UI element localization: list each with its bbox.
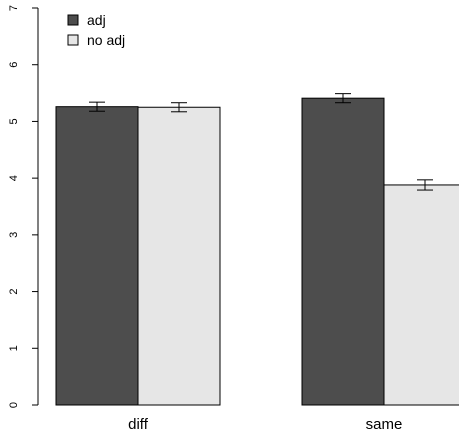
bar-diff-no-adj bbox=[137, 106, 221, 406]
error-bar-diff-no-adj bbox=[171, 102, 187, 113]
x-tick-label-same: same bbox=[366, 416, 403, 433]
legend: adj no adj bbox=[67, 12, 125, 48]
error-bar-same-no-adj bbox=[417, 179, 433, 191]
y-tick-label: 5 bbox=[8, 118, 20, 124]
y-tick-label: 2 bbox=[8, 289, 20, 295]
y-tick-label: 3 bbox=[8, 232, 20, 238]
legend-swatch-adj bbox=[67, 14, 79, 26]
y-tick-label: 1 bbox=[8, 345, 20, 351]
legend-swatch-no-adj bbox=[67, 34, 79, 46]
legend-label-no-adj: no adj bbox=[87, 32, 125, 48]
bar-same-no-adj bbox=[383, 184, 459, 406]
bar-diff-adj bbox=[55, 106, 139, 406]
x-tick-label-diff: diff bbox=[128, 416, 149, 433]
y-tick-label: 4 bbox=[8, 175, 20, 181]
y-axis: 0 1 2 3 4 5 6 7 bbox=[8, 5, 39, 408]
error-bar-same-adj bbox=[335, 93, 351, 104]
bar-same-adj bbox=[301, 97, 385, 406]
error-bar-diff-adj bbox=[89, 101, 105, 112]
y-tick-label: 0 bbox=[8, 402, 20, 408]
legend-label-adj: adj bbox=[87, 12, 106, 28]
y-tick-label: 7 bbox=[8, 5, 20, 11]
bars bbox=[55, 97, 459, 406]
x-axis-labels: diff same bbox=[128, 416, 402, 433]
y-tick-label: 6 bbox=[8, 62, 20, 68]
error-bars bbox=[89, 93, 433, 191]
